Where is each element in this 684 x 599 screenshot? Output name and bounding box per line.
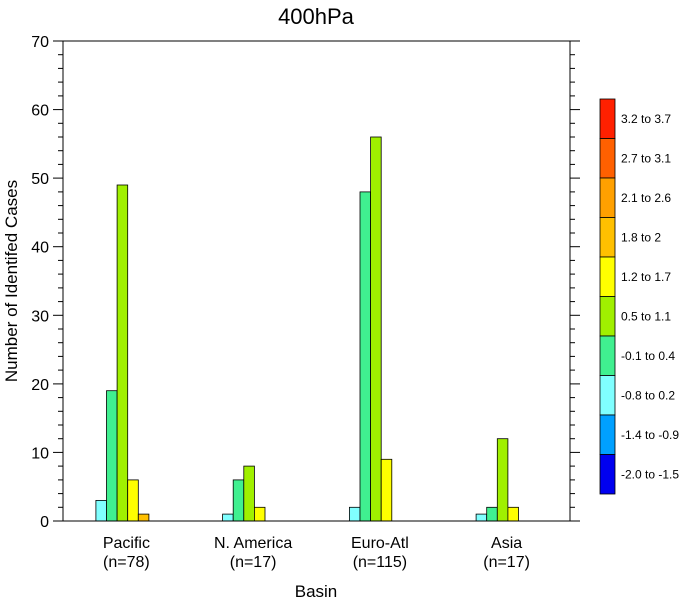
plot-frame: [62, 40, 571, 522]
y-tick-label: 50: [31, 171, 49, 188]
x-category-count: (n=78): [103, 554, 150, 571]
y-tick-label: 0: [40, 514, 49, 531]
bar: [507, 506, 519, 522]
legend-swatch: [599, 98, 616, 139]
x-category-count: (n=115): [353, 554, 407, 571]
bars-layer: [95, 136, 519, 522]
y-tick-label: 30: [31, 308, 49, 325]
axes-layer: 0 10 20 30 40 50 60 70: [31, 34, 580, 531]
bar: [486, 506, 498, 522]
bar: [95, 499, 107, 522]
y-tick-label: 10: [31, 445, 49, 462]
x-category-labels: Pacific (n=78) N. America (n=17) Euro-Atl (n=…: [103, 535, 530, 571]
chart-title: 400hPa: [278, 4, 355, 29]
legend-swatch: [599, 335, 616, 376]
y-tick-label: 60: [31, 103, 49, 120]
bar: [222, 513, 234, 522]
bar: [232, 479, 245, 522]
legend-label: 1.8 to 2: [621, 230, 661, 244]
legend-label: -0.8 to 0.2: [621, 388, 675, 402]
bar: [359, 191, 372, 522]
x-category-label: Pacific: [103, 535, 150, 552]
legend-label: 3.2 to 3.7: [621, 112, 671, 126]
bar: [137, 513, 150, 522]
bar: [106, 390, 118, 522]
bar: [243, 465, 255, 522]
x-category-count: (n=17): [483, 554, 530, 571]
legend-label: -2.0 to -1.5: [621, 467, 679, 481]
bar: [380, 458, 393, 522]
bar: [370, 136, 382, 522]
x-category-label: N. America: [214, 535, 292, 552]
legend-swatch: [599, 414, 616, 455]
legend-swatch: [599, 296, 616, 337]
y-axis-label: Number of Identifed Cases: [2, 180, 21, 382]
legend-label: 0.5 to 1.1: [621, 309, 671, 323]
legend-label: -1.4 to -0.9: [621, 428, 679, 442]
bar: [253, 506, 266, 522]
legend-label: 1.2 to 1.7: [621, 270, 671, 284]
legend-swatch: [599, 375, 616, 416]
bar: [475, 513, 488, 522]
legend-swatch: [599, 138, 616, 179]
bar: [116, 184, 129, 522]
bar: [127, 479, 139, 522]
legend-label: 2.1 to 2.6: [621, 191, 671, 205]
legend-swatch: [599, 256, 616, 297]
bar: [496, 438, 509, 522]
x-category-label: Euro-Atl: [351, 535, 409, 552]
y-tick-label: 20: [31, 377, 49, 394]
legend-label: -0.1 to 0.4: [621, 349, 675, 363]
legend-swatch: [599, 217, 616, 258]
legend-swatch: [599, 454, 616, 495]
legend: 3.2 to 3.7 2.7 to 3.1 2.1 to 2.6 1.8 to 2 1.…: [599, 98, 679, 495]
x-category-label: Asia: [491, 535, 522, 552]
x-axis-label: Basin: [295, 582, 338, 599]
legend-swatch: [599, 177, 616, 218]
y-tick-label: 70: [31, 34, 49, 51]
y-tick-label: 40: [31, 240, 49, 257]
bar: [348, 506, 361, 522]
x-category-count: (n=17): [230, 554, 277, 571]
legend-label: 2.7 to 3.1: [621, 151, 671, 165]
